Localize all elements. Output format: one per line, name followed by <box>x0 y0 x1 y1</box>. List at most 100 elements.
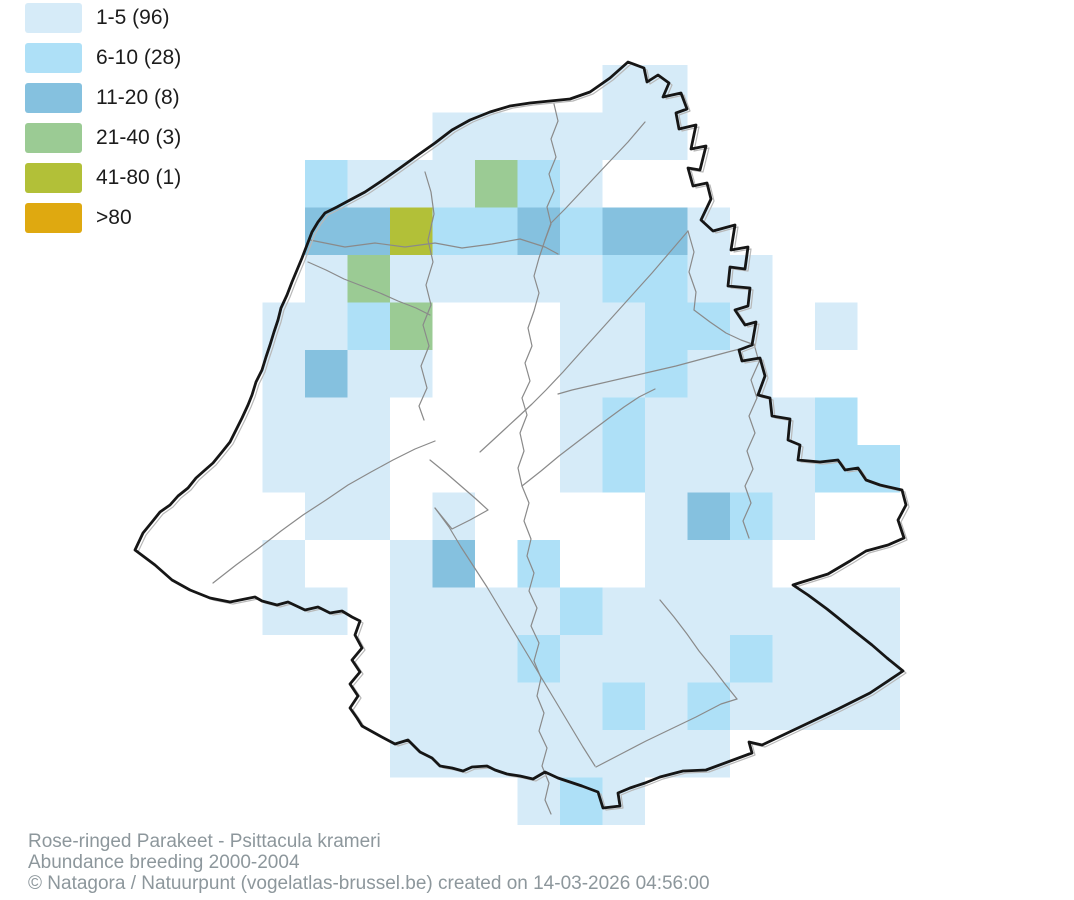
abundance-cell <box>262 587 305 635</box>
abundance-cell <box>560 445 603 493</box>
abundance-cell <box>517 587 560 635</box>
abundance-cell <box>517 540 560 588</box>
abundance-cell <box>687 397 730 445</box>
municipal-boundary-line <box>309 238 559 255</box>
abundance-cell <box>475 160 518 208</box>
municipal-boundary-line <box>434 507 596 767</box>
legend-swatch-41-80 <box>25 163 82 193</box>
abundance-cell <box>645 635 688 683</box>
map-caption: Rose-ringed Parakeet - Psittacula kramer… <box>28 831 710 894</box>
abundance-cell <box>857 587 900 635</box>
abundance-cell <box>560 730 603 778</box>
abundance-cell <box>305 350 348 398</box>
abundance-cell <box>432 682 475 730</box>
abundance-cell <box>602 730 645 778</box>
abundance-cell <box>390 635 433 683</box>
caption-species: Rose-ringed Parakeet - Psittacula kramer… <box>28 831 381 852</box>
legend-label: 21-40 (3) <box>96 126 182 149</box>
abundance-cell <box>687 682 730 730</box>
municipal-boundary-line <box>429 459 489 530</box>
abundance-cell <box>390 350 433 398</box>
abundance-cell <box>432 492 475 540</box>
abundance-cell <box>432 207 475 255</box>
abundance-cell <box>347 302 390 350</box>
abundance-cell <box>305 302 348 350</box>
municipal-boundary-line <box>659 599 738 700</box>
legend-label: 6-10 (28) <box>96 46 182 69</box>
abundance-cell <box>432 587 475 635</box>
abundance-cell <box>347 255 390 303</box>
municipal-boundary-line <box>212 440 436 584</box>
abundance-cell <box>432 160 475 208</box>
municipal-boundary-line <box>544 121 646 241</box>
abundance-cell <box>475 682 518 730</box>
abundance-cell <box>645 445 688 493</box>
abundance-cell <box>390 207 433 255</box>
abundance-cell <box>730 635 773 683</box>
legend-item: 11-20 (8) <box>25 83 181 113</box>
abundance-cell <box>560 112 603 160</box>
abundance-cell <box>687 492 730 540</box>
municipal-boundary-line <box>521 485 552 815</box>
abundance-cell <box>687 350 730 398</box>
abundance-cell <box>645 255 688 303</box>
abundance-cell <box>730 587 773 635</box>
abundance-cell <box>560 350 603 398</box>
abundance-cell <box>602 397 645 445</box>
abundance-cell <box>560 635 603 683</box>
abundance-cell <box>645 587 688 635</box>
abundance-cell <box>262 445 305 493</box>
abundance-cell <box>602 635 645 683</box>
abundance-cell <box>602 587 645 635</box>
abundance-cell <box>645 112 688 160</box>
abundance-cell <box>262 350 305 398</box>
abundance-cell <box>772 445 815 493</box>
abundance-cell <box>857 682 900 730</box>
abundance-cell <box>602 350 645 398</box>
abundance-cell <box>730 445 773 493</box>
abundance-cell <box>475 112 518 160</box>
abundance-cell <box>432 255 475 303</box>
abundance-cell <box>645 397 688 445</box>
abundance-cell <box>730 682 773 730</box>
abundance-cell <box>687 587 730 635</box>
abundance-cell <box>645 492 688 540</box>
legend-item: >80 <box>25 203 181 233</box>
abundance-cell <box>687 540 730 588</box>
abundance-cell <box>772 635 815 683</box>
abundance-cell <box>475 635 518 683</box>
abundance-cell <box>390 540 433 588</box>
abundance-cell <box>645 350 688 398</box>
abundance-legend: 1-5 (96) 6-10 (28) 11-20 (8) 21-40 (3) 4… <box>25 3 181 243</box>
grid-cells <box>262 65 900 825</box>
abundance-cell <box>390 302 433 350</box>
abundance-cell <box>602 302 645 350</box>
abundance-cell <box>517 112 560 160</box>
legend-item: 1-5 (96) <box>25 3 181 33</box>
abundance-cell <box>730 492 773 540</box>
municipal-boundary-line <box>557 344 756 395</box>
abundance-cell <box>560 397 603 445</box>
abundance-cell <box>857 635 900 683</box>
legend-swatch-11-20 <box>25 83 82 113</box>
abundance-cell <box>347 492 390 540</box>
legend-label: 1-5 (96) <box>96 6 170 29</box>
legend-swatch-21-40 <box>25 123 82 153</box>
abundance-cell <box>517 207 560 255</box>
municipal-boundary-line <box>693 309 756 346</box>
abundance-cell <box>432 635 475 683</box>
abundance-cell <box>560 302 603 350</box>
legend-item: 21-40 (3) <box>25 123 181 153</box>
municipal-boundary-line <box>418 171 435 421</box>
abundance-cell <box>262 397 305 445</box>
abundance-cell <box>645 302 688 350</box>
municipal-boundary-line <box>595 698 738 768</box>
region-outline <box>133 60 908 810</box>
abundance-cell <box>560 160 603 208</box>
abundance-cell <box>390 682 433 730</box>
abundance-cell <box>560 207 603 255</box>
abundance-cell <box>602 682 645 730</box>
abundance-cell <box>602 65 645 113</box>
abundance-cell <box>262 540 305 588</box>
